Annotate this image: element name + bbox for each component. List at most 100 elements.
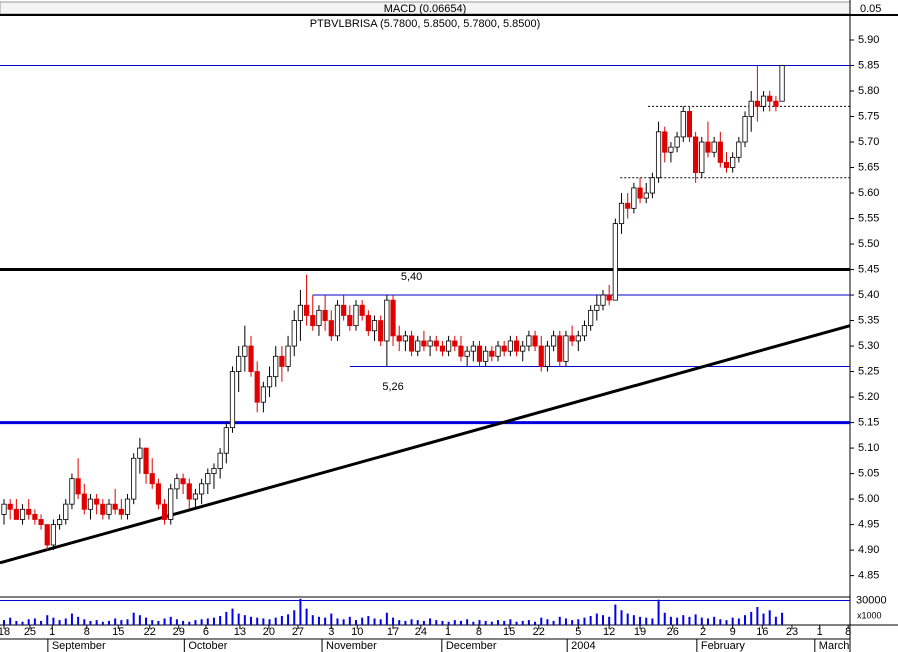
x-tick-label: 9 [730, 626, 736, 638]
y-tick-label: 4.85 [858, 570, 879, 582]
candle-body [161, 503, 168, 520]
candle-body [285, 345, 291, 367]
candle-body [513, 340, 520, 352]
candle-body [124, 498, 131, 515]
candle-body [631, 187, 637, 209]
candle-body [242, 345, 248, 357]
candle-body [328, 320, 334, 337]
y-tick-label: 5.55 [858, 212, 879, 224]
month-label: September [52, 640, 106, 652]
candle-body [495, 345, 501, 357]
candle-body [643, 192, 649, 199]
trend-line [0, 324, 851, 565]
y-tick-label: 5.75 [858, 110, 879, 122]
x-tick-label: 1 [817, 626, 823, 638]
subtitle: PTBVLBRISA (5.7800, 5.8500, 5.7800, 5.85… [310, 18, 541, 30]
candle-body [507, 340, 513, 352]
x-tick-label: 22 [533, 626, 545, 638]
month-label: December [446, 640, 497, 652]
x-tick-label: 6 [203, 626, 209, 638]
candle-body [581, 325, 588, 337]
candle-body [649, 177, 655, 194]
candle-body [563, 335, 569, 362]
annotation: 5,40 [401, 271, 422, 283]
candle-body [575, 335, 581, 342]
macd-tick-label: 0.05 [860, 3, 881, 15]
candle-body [75, 478, 81, 495]
candle-body [532, 335, 538, 347]
candle-body [705, 141, 711, 153]
y-tick-label: 5.00 [858, 493, 879, 505]
y-tick-label: 5.85 [858, 59, 879, 71]
y-tick-label: 5.30 [858, 340, 879, 352]
y-tick-label: 4.90 [858, 544, 879, 556]
candle-body [199, 483, 205, 495]
candle-body [155, 483, 161, 505]
candle-body [699, 141, 705, 174]
candle-body [106, 503, 112, 515]
candle-body [254, 371, 260, 403]
candle-body [421, 340, 427, 347]
candle-body [384, 299, 390, 342]
candle-body [612, 223, 618, 301]
candle-body [310, 315, 316, 327]
x-tick-label: 22 [144, 626, 156, 638]
candle-body [13, 508, 19, 520]
candle-body [557, 335, 563, 362]
candle-body [192, 493, 199, 500]
candle-body [205, 473, 211, 485]
candle-body [180, 478, 186, 485]
candle-body [588, 309, 594, 327]
candle-body [378, 320, 384, 342]
x-tick-label: 16 [756, 626, 768, 638]
month-label: March [819, 640, 850, 652]
candle-body [32, 513, 38, 520]
candle-body [693, 136, 699, 174]
y-tick-label: 5.45 [858, 263, 879, 275]
y-tick-label: 5.20 [858, 391, 879, 403]
candle-body [674, 136, 680, 148]
candle-body [334, 304, 341, 337]
candle-body [655, 131, 662, 179]
candle-body [118, 508, 124, 515]
candle-body [322, 309, 328, 321]
candle-body [476, 345, 483, 362]
x-tick-label: 3 [328, 626, 334, 638]
candle-body [112, 503, 118, 510]
candle-body [446, 340, 452, 352]
candle-body [439, 345, 446, 352]
x-tick-label: 18 [0, 626, 10, 638]
candle-body [427, 340, 433, 347]
candle-body [717, 141, 723, 163]
candle-body [396, 335, 402, 342]
candle-body [680, 111, 686, 138]
candle-body [686, 111, 693, 138]
x-tick-label: 24 [415, 626, 427, 638]
candle-body [779, 65, 785, 102]
candle-body [174, 478, 180, 490]
candle-body [1, 503, 7, 515]
candle-body [773, 100, 779, 107]
candle-body [760, 95, 767, 107]
candle-body [273, 355, 279, 378]
candle-body [100, 503, 106, 515]
candle-body [544, 345, 551, 367]
x-tick-label: 15 [112, 626, 124, 638]
candle-body [526, 335, 532, 347]
y-tick-label: 5.90 [858, 34, 879, 46]
candle-body [748, 100, 754, 117]
candle-body [600, 294, 606, 306]
y-tick-label: 5.40 [858, 289, 879, 301]
y-tick-label: 5.25 [858, 365, 879, 377]
x-tick-label: 8 [476, 626, 482, 638]
candle-body [464, 350, 470, 357]
candle-body [550, 335, 557, 347]
candle-body [483, 350, 489, 362]
candle-body [365, 315, 371, 332]
candle-body [297, 304, 304, 321]
x-tick-label: 2 [700, 626, 706, 638]
candle-body [470, 345, 476, 352]
candle-body [279, 355, 285, 367]
candle-body [711, 141, 717, 153]
